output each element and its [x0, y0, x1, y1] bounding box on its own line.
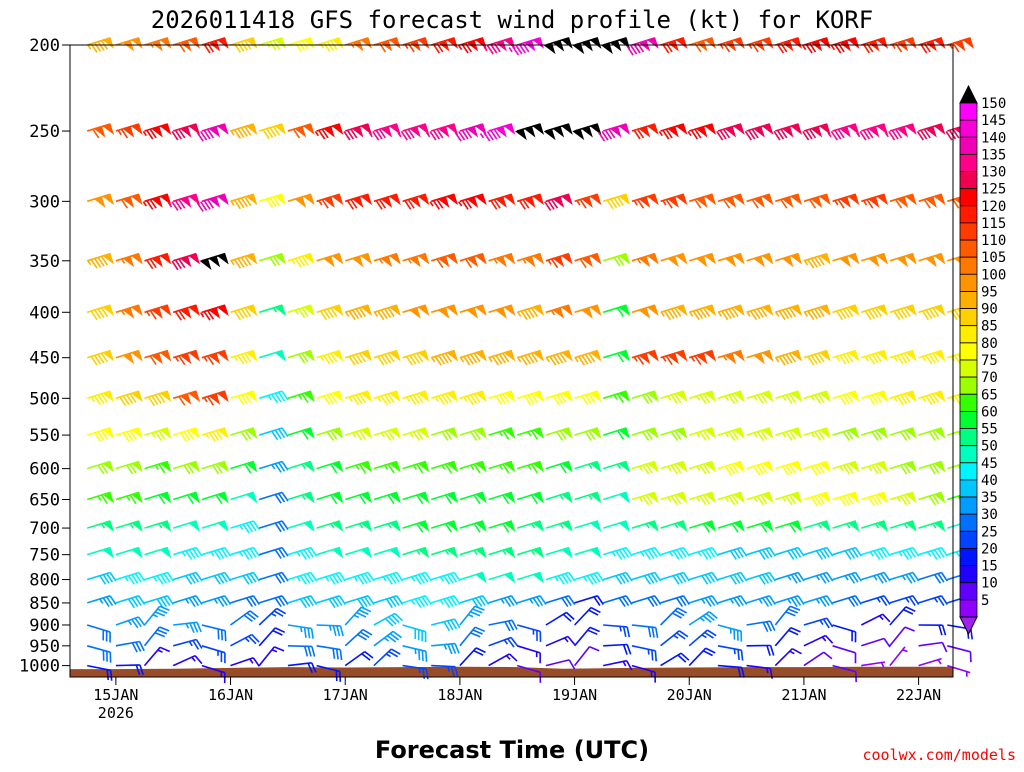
x-tick-label: 15JAN: [93, 686, 138, 704]
y-tick-label: 250: [29, 122, 60, 142]
x-tick-label: 20JAN: [667, 686, 712, 704]
colorbar-label: 130: [981, 165, 1006, 181]
colorbar-label: 95: [981, 285, 998, 301]
colorbar-swatch: [960, 172, 977, 189]
colorbar-swatch: [960, 429, 977, 446]
colorbar-label: 110: [981, 233, 1006, 249]
terrain-fill: [70, 667, 953, 677]
colorbar-swatch: [960, 343, 977, 360]
colorbar-swatch: [960, 514, 977, 531]
x-tick-label: 18JAN: [437, 686, 482, 704]
colorbar-label: 140: [981, 130, 1006, 146]
x-tick-label: 19JAN: [552, 686, 597, 704]
colorbar-swatch: [960, 411, 977, 428]
credit-text: coolwx.com/models: [862, 746, 1016, 764]
colorbar-label: 90: [981, 302, 998, 318]
terrain-layer: [70, 667, 953, 677]
colorbar-swatch: [960, 274, 977, 291]
colorbar-swatch: [960, 377, 977, 394]
y-tick-label: 850: [29, 594, 60, 614]
y-tick-label: 200: [29, 36, 60, 56]
colorbar-swatch: [960, 206, 977, 223]
y-tick-label: 700: [29, 519, 60, 539]
y-tick-label: 750: [29, 546, 60, 566]
colorbar-label: 65: [981, 387, 998, 403]
y-tick-label: 300: [29, 192, 60, 212]
colorbar-label: 30: [981, 507, 998, 523]
colorbar-swatch: [960, 463, 977, 480]
colorbar-swatch: [960, 292, 977, 309]
colorbar-swatch: [960, 583, 977, 600]
colorbar-swatch: [960, 103, 977, 120]
y-tick-label: 1000: [19, 657, 60, 677]
colorbar-label: 55: [981, 422, 998, 438]
y-tick-label: 800: [29, 571, 60, 591]
x-axis-title: Forecast Time (UTC): [375, 736, 649, 764]
colorbar-label: 60: [981, 404, 998, 420]
colorbar-label: 120: [981, 199, 1006, 215]
x-tick-label: 21JAN: [781, 686, 826, 704]
colorbar-swatch: [960, 360, 977, 377]
colorbar-swatch: [960, 394, 977, 411]
colorbar-label: 40: [981, 473, 998, 489]
y-tick-label: 550: [29, 426, 60, 446]
colorbar-label: 25: [981, 524, 998, 540]
y-tick-label: 600: [29, 460, 60, 480]
x-tick-label: 22JAN: [896, 686, 941, 704]
colorbar-swatch: [960, 137, 977, 154]
colorbar-label: 125: [981, 182, 1006, 198]
colorbar-swatch: [960, 240, 977, 257]
y-tick-label: 650: [29, 490, 60, 510]
colorbar-swatch: [960, 549, 977, 566]
y-tick-label: 900: [29, 616, 60, 636]
colorbar-label: 20: [981, 542, 998, 558]
colorbar-swatch: [960, 309, 977, 326]
colorbar-swatch: [960, 600, 977, 617]
colorbar-label: 45: [981, 456, 998, 472]
colorbar-swatch: [960, 497, 977, 514]
colorbar-swatch: [960, 446, 977, 463]
y-tick-label: 500: [29, 389, 60, 409]
colorbar-swatch: [960, 120, 977, 137]
colorbar-swatch: [960, 257, 977, 274]
x-tick-label: 17JAN: [323, 686, 368, 704]
y-tick-label: 350: [29, 252, 60, 272]
y-tick-label: 450: [29, 349, 60, 369]
colorbar-label: 15: [981, 559, 998, 575]
colorbar-swatch: [960, 326, 977, 343]
chart-title: 2026011418 GFS forecast wind profile (kt…: [151, 6, 873, 34]
x-tick-sublabel: 2026: [98, 704, 134, 722]
colorbar-label: 5: [981, 593, 989, 609]
colorbar-label: 85: [981, 319, 998, 335]
x-tick-label: 16JAN: [208, 686, 253, 704]
colorbar-label: 115: [981, 216, 1006, 232]
colorbar-swatch: [960, 480, 977, 497]
y-tick-label: 950: [29, 637, 60, 657]
colorbar-swatch: [960, 223, 977, 240]
colorbar-label: 150: [981, 96, 1006, 112]
y-tick-label: 400: [29, 303, 60, 323]
colorbar-label: 70: [981, 370, 998, 386]
colorbar-label: 105: [981, 250, 1006, 266]
colorbar-label: 50: [981, 439, 998, 455]
colorbar-label: 10: [981, 576, 998, 592]
colorbar-label: 135: [981, 147, 1006, 163]
colorbar-swatch: [960, 566, 977, 583]
colorbar-label: 35: [981, 490, 998, 506]
colorbar-label: 80: [981, 336, 998, 352]
colorbar-swatch: [960, 154, 977, 171]
colorbar-label: 75: [981, 353, 998, 369]
colorbar-swatch: [960, 531, 977, 548]
colorbar-label: 145: [981, 113, 1006, 129]
colorbar-label: 100: [981, 267, 1006, 283]
colorbar-swatch: [960, 189, 977, 206]
